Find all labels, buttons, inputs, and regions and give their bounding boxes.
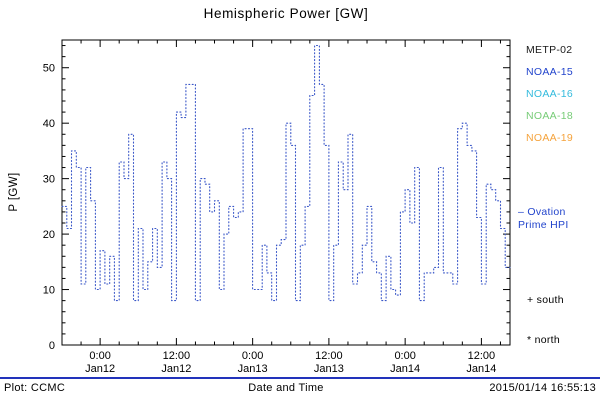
timestamp-label: 2015/01/14 16:55:13 xyxy=(489,382,596,394)
x-tick-date-label: Jan12 xyxy=(85,363,115,375)
axis-box xyxy=(61,39,511,346)
x-tick-time-label: 12:00 xyxy=(468,350,496,362)
chart-title: Hemispheric Power [GW] xyxy=(203,6,369,21)
y-axis-label: P [GW] xyxy=(8,172,20,212)
y-tick-label: 10 xyxy=(43,285,55,297)
y-tick-label: 30 xyxy=(43,174,55,186)
x-tick-date-label: Jan14 xyxy=(390,363,420,375)
legend: METP-02 NOAA-15 NOAA-16 NOAA-18 NOAA-19 xyxy=(526,44,573,154)
plot-source-label: Plot: CCMC xyxy=(4,382,66,394)
legend-item-noaa15: NOAA-15 xyxy=(526,66,574,78)
x-tick-time-label: 0:00 xyxy=(242,350,263,362)
x-tick-date-label: Jan12 xyxy=(161,363,191,375)
power-series-line xyxy=(61,44,511,302)
x-tick-date-label: Jan13 xyxy=(238,363,268,375)
y-tick-label: 40 xyxy=(43,118,55,130)
south-marker-note: + south xyxy=(527,294,564,306)
legend-item-metp02: METP-02 xyxy=(526,44,573,56)
north-marker-note: * north xyxy=(527,334,561,346)
legend-item-noaa16: NOAA-16 xyxy=(526,88,574,100)
footer-divider xyxy=(0,377,600,379)
legend-item-noaa18: NOAA-18 xyxy=(526,110,574,122)
legend-item-noaa19: NOAA-19 xyxy=(526,132,574,144)
y-tick-label: 0 xyxy=(49,340,55,352)
x-tick-time-label: 0:00 xyxy=(394,350,415,362)
x-axis-label: Date and Time xyxy=(248,382,324,394)
y-tick-label: 20 xyxy=(43,229,55,241)
y-tick-label: 50 xyxy=(43,63,55,75)
x-tick-time-label: 12:00 xyxy=(315,350,343,362)
x-tick-time-label: 0:00 xyxy=(89,350,110,362)
x-tick-date-label: Jan13 xyxy=(314,363,344,375)
x-tick-time-label: 12:00 xyxy=(163,350,191,362)
ovation-prime-hpi-label: – Ovation Prime HPI xyxy=(518,206,569,231)
x-tick-date-label: Jan14 xyxy=(466,363,496,375)
